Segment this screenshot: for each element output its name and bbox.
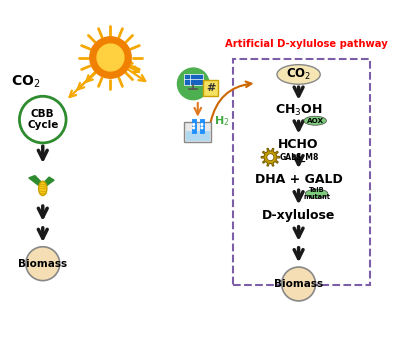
FancyBboxPatch shape	[204, 81, 218, 95]
Circle shape	[20, 96, 66, 143]
Text: HCHO: HCHO	[278, 138, 319, 151]
Text: CBB
Cycle: CBB Cycle	[27, 109, 58, 130]
Text: Biomass: Biomass	[274, 279, 323, 289]
Text: CH$_3$OH: CH$_3$OH	[275, 103, 322, 119]
FancyBboxPatch shape	[184, 122, 211, 142]
Circle shape	[178, 68, 209, 100]
Polygon shape	[45, 177, 54, 185]
Ellipse shape	[304, 116, 326, 125]
Text: D-xylulose: D-xylulose	[262, 209, 335, 222]
Circle shape	[201, 124, 203, 125]
Text: CO$_2$: CO$_2$	[11, 74, 40, 90]
Text: GALS_M8: GALS_M8	[280, 153, 319, 162]
FancyBboxPatch shape	[233, 59, 370, 285]
Text: DHA + GALD: DHA + GALD	[255, 173, 342, 186]
Polygon shape	[29, 176, 41, 185]
Text: H$_2$: H$_2$	[214, 114, 229, 128]
Text: TalB
mutant: TalB mutant	[303, 187, 330, 200]
Circle shape	[97, 44, 124, 71]
Circle shape	[193, 124, 194, 125]
Ellipse shape	[277, 65, 320, 84]
Text: Artificial D-xylulose pathway: Artificial D-xylulose pathway	[225, 39, 388, 49]
Text: AOX: AOX	[306, 118, 324, 124]
Circle shape	[201, 127, 203, 129]
Circle shape	[26, 247, 60, 281]
Ellipse shape	[305, 189, 328, 198]
Circle shape	[90, 37, 131, 78]
FancyBboxPatch shape	[184, 74, 203, 85]
Ellipse shape	[39, 181, 47, 195]
Text: CO$_2$: CO$_2$	[286, 67, 311, 82]
Circle shape	[193, 127, 194, 129]
Text: Biomass: Biomass	[18, 259, 67, 269]
Circle shape	[282, 267, 316, 301]
Polygon shape	[261, 148, 280, 166]
FancyBboxPatch shape	[186, 131, 210, 141]
Circle shape	[267, 154, 274, 161]
Text: #: #	[206, 83, 216, 93]
